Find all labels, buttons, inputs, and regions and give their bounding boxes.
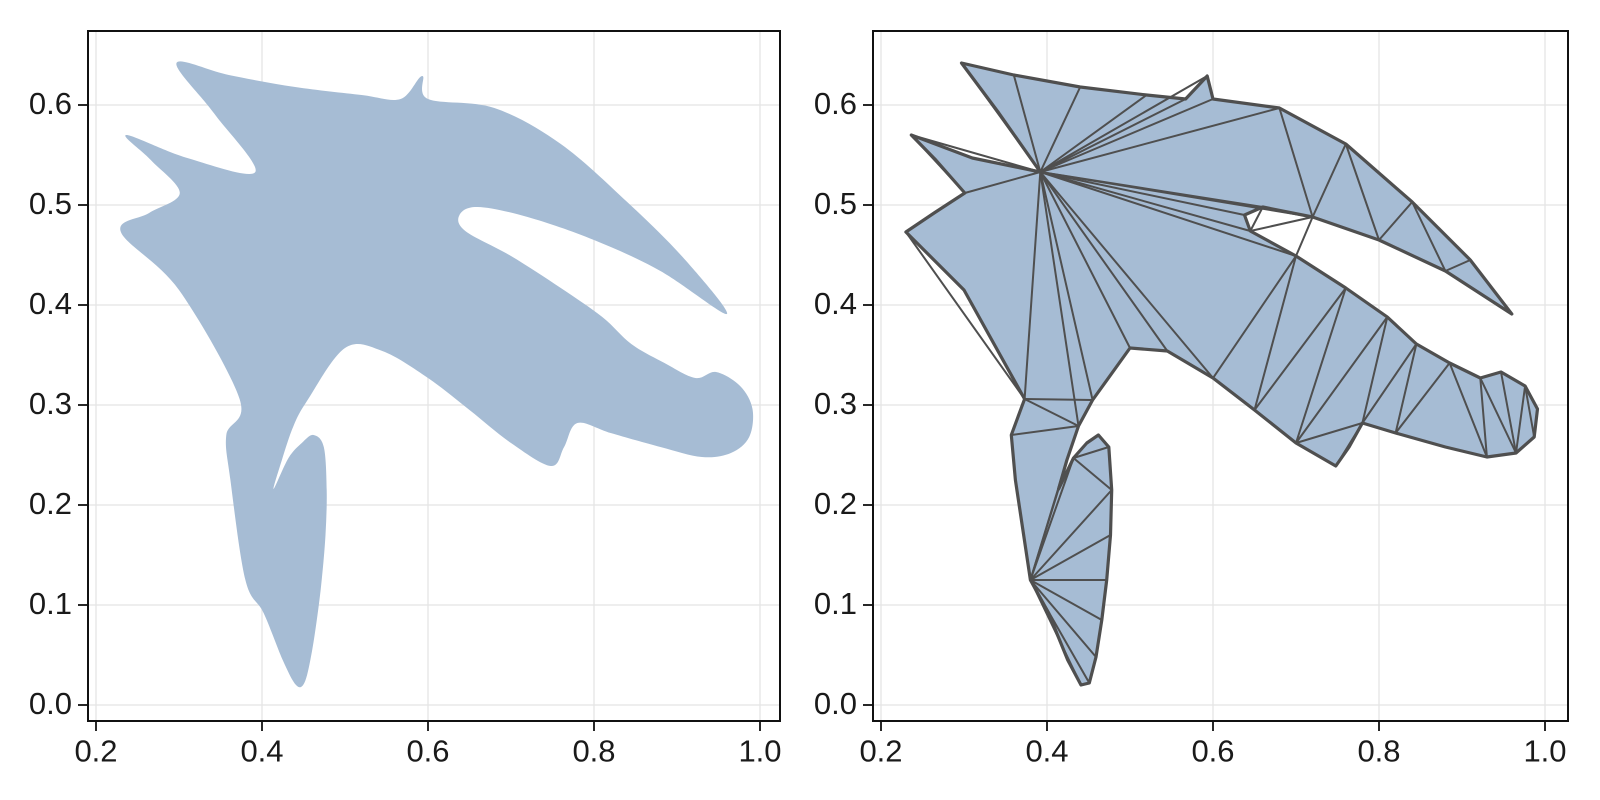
triangulation-edge (1394, 362, 1451, 434)
triangulation-edge (1023, 398, 1080, 427)
triangulation-edge (1311, 143, 1347, 218)
y-tick-label: 0.6 (29, 86, 72, 121)
triangulation-edge (1411, 201, 1447, 272)
triangulation-edge (1039, 171, 1094, 401)
y-tick-label: 0.3 (29, 386, 72, 421)
region-fill (120, 61, 754, 688)
y-tick-label: 0.0 (814, 686, 857, 721)
x-tick-label: 0.4 (1025, 733, 1068, 768)
y-tick-label: 0.0 (29, 686, 72, 721)
x-tick-label: 0.2 (74, 733, 117, 768)
y-tick-label: 0.5 (29, 186, 72, 221)
triangulation-edge (910, 134, 1042, 173)
region-fill (905, 63, 1538, 685)
triangulation-edge (1278, 107, 1314, 218)
triangulation-edge (1479, 377, 1488, 458)
triangulation-edge (1444, 259, 1472, 272)
triangulation-edge (1361, 316, 1389, 424)
triangulation-edge (1361, 343, 1418, 424)
triangulation-edge (1039, 75, 1209, 173)
triangulation-edge (1029, 534, 1112, 581)
triangulation-edge (1295, 287, 1347, 444)
y-tick-label: 0.1 (814, 586, 857, 621)
triangulation-edge (904, 231, 1026, 400)
triangulation-edge (1039, 107, 1281, 173)
triangulation-edge (1515, 385, 1527, 454)
triangulation-edge (1378, 201, 1414, 241)
triangulation-edge (1029, 579, 1097, 658)
triangulation-edge (1249, 206, 1264, 232)
y-tick-label: 0.1 (29, 586, 72, 621)
right-panel-triangulated-shape: 0.2 0.4 0.6 0.8 1.0 0.0 0.1 0.2 0.3 0.4 0.5 0.6 (814, 30, 1569, 768)
x-tick-label: 0.2 (859, 733, 902, 768)
triangulation-edge (1039, 98, 1187, 173)
y-tick-label: 0.2 (814, 486, 857, 521)
triangulation-edge (1012, 74, 1042, 173)
triangulation-edge (1039, 171, 1246, 216)
triangulation-edge (1295, 422, 1364, 444)
triangulation-edge (1039, 171, 1131, 349)
triangulation-edge (1039, 171, 1080, 427)
triangulation-edge (1029, 457, 1075, 581)
triangulation-edge (1039, 98, 1214, 173)
triangulation-edge (1023, 398, 1094, 401)
x-tick-label: 1.0 (738, 733, 781, 768)
triangulation-edge (1500, 371, 1517, 454)
triangulation-edge (1394, 343, 1418, 434)
triangulation-edge (1039, 171, 1297, 257)
triangulation-edge (963, 171, 1042, 194)
x-tick-label: 0.4 (240, 733, 283, 768)
y-tick-label: 0.5 (814, 186, 857, 221)
triangulation-edge (1295, 316, 1389, 444)
triangulation-edge (1039, 94, 1148, 173)
triangulation-edge (1212, 255, 1297, 379)
triangulation-edge (1253, 287, 1347, 411)
y-tick-label: 0.4 (29, 286, 72, 321)
triangulation-edge (1029, 579, 1103, 621)
triangulation-edge (1039, 171, 1252, 232)
axis-spines (872, 30, 1569, 722)
triangulation-edge (1479, 377, 1517, 454)
triangulation-edge (1010, 425, 1080, 436)
x-tick-label: 0.6 (406, 733, 449, 768)
triangulation-edge (1072, 457, 1113, 491)
triangulation-edge (1023, 171, 1042, 400)
x-tick-label: 0.8 (1357, 733, 1400, 768)
triangulation-edge (1249, 216, 1314, 232)
x-tick-label: 0.8 (572, 733, 615, 768)
triangulation-edge (1039, 171, 1264, 208)
region-boundary (904, 61, 1540, 687)
x-tick-label: 0.6 (1191, 733, 1234, 768)
triangulation-edge (1039, 171, 1169, 352)
y-tick-label: 0.2 (29, 486, 72, 521)
axis-spines (87, 30, 781, 722)
triangulation-edge (1448, 362, 1488, 458)
triangulation-edge (1039, 86, 1082, 173)
triangulation-edge (1039, 171, 1214, 379)
y-tick-label: 0.4 (814, 286, 857, 321)
x-tick-label: 1.0 (1523, 733, 1566, 768)
triangulation-edge (1029, 489, 1113, 581)
triangulation-edge (1344, 143, 1380, 241)
left-panel-filled-shape: 0.2 0.4 0.6 0.8 1.0 0.0 0.1 0.2 0.3 0.4 0.5 0.6 (29, 30, 782, 768)
triangulation-edge (1253, 255, 1297, 411)
triangulation-edge (1295, 216, 1314, 257)
y-tick-label: 0.3 (814, 386, 857, 421)
triangulation-edge (1072, 446, 1110, 459)
y-tick-label: 0.6 (814, 86, 857, 121)
triangulation-edge (1524, 385, 1536, 438)
